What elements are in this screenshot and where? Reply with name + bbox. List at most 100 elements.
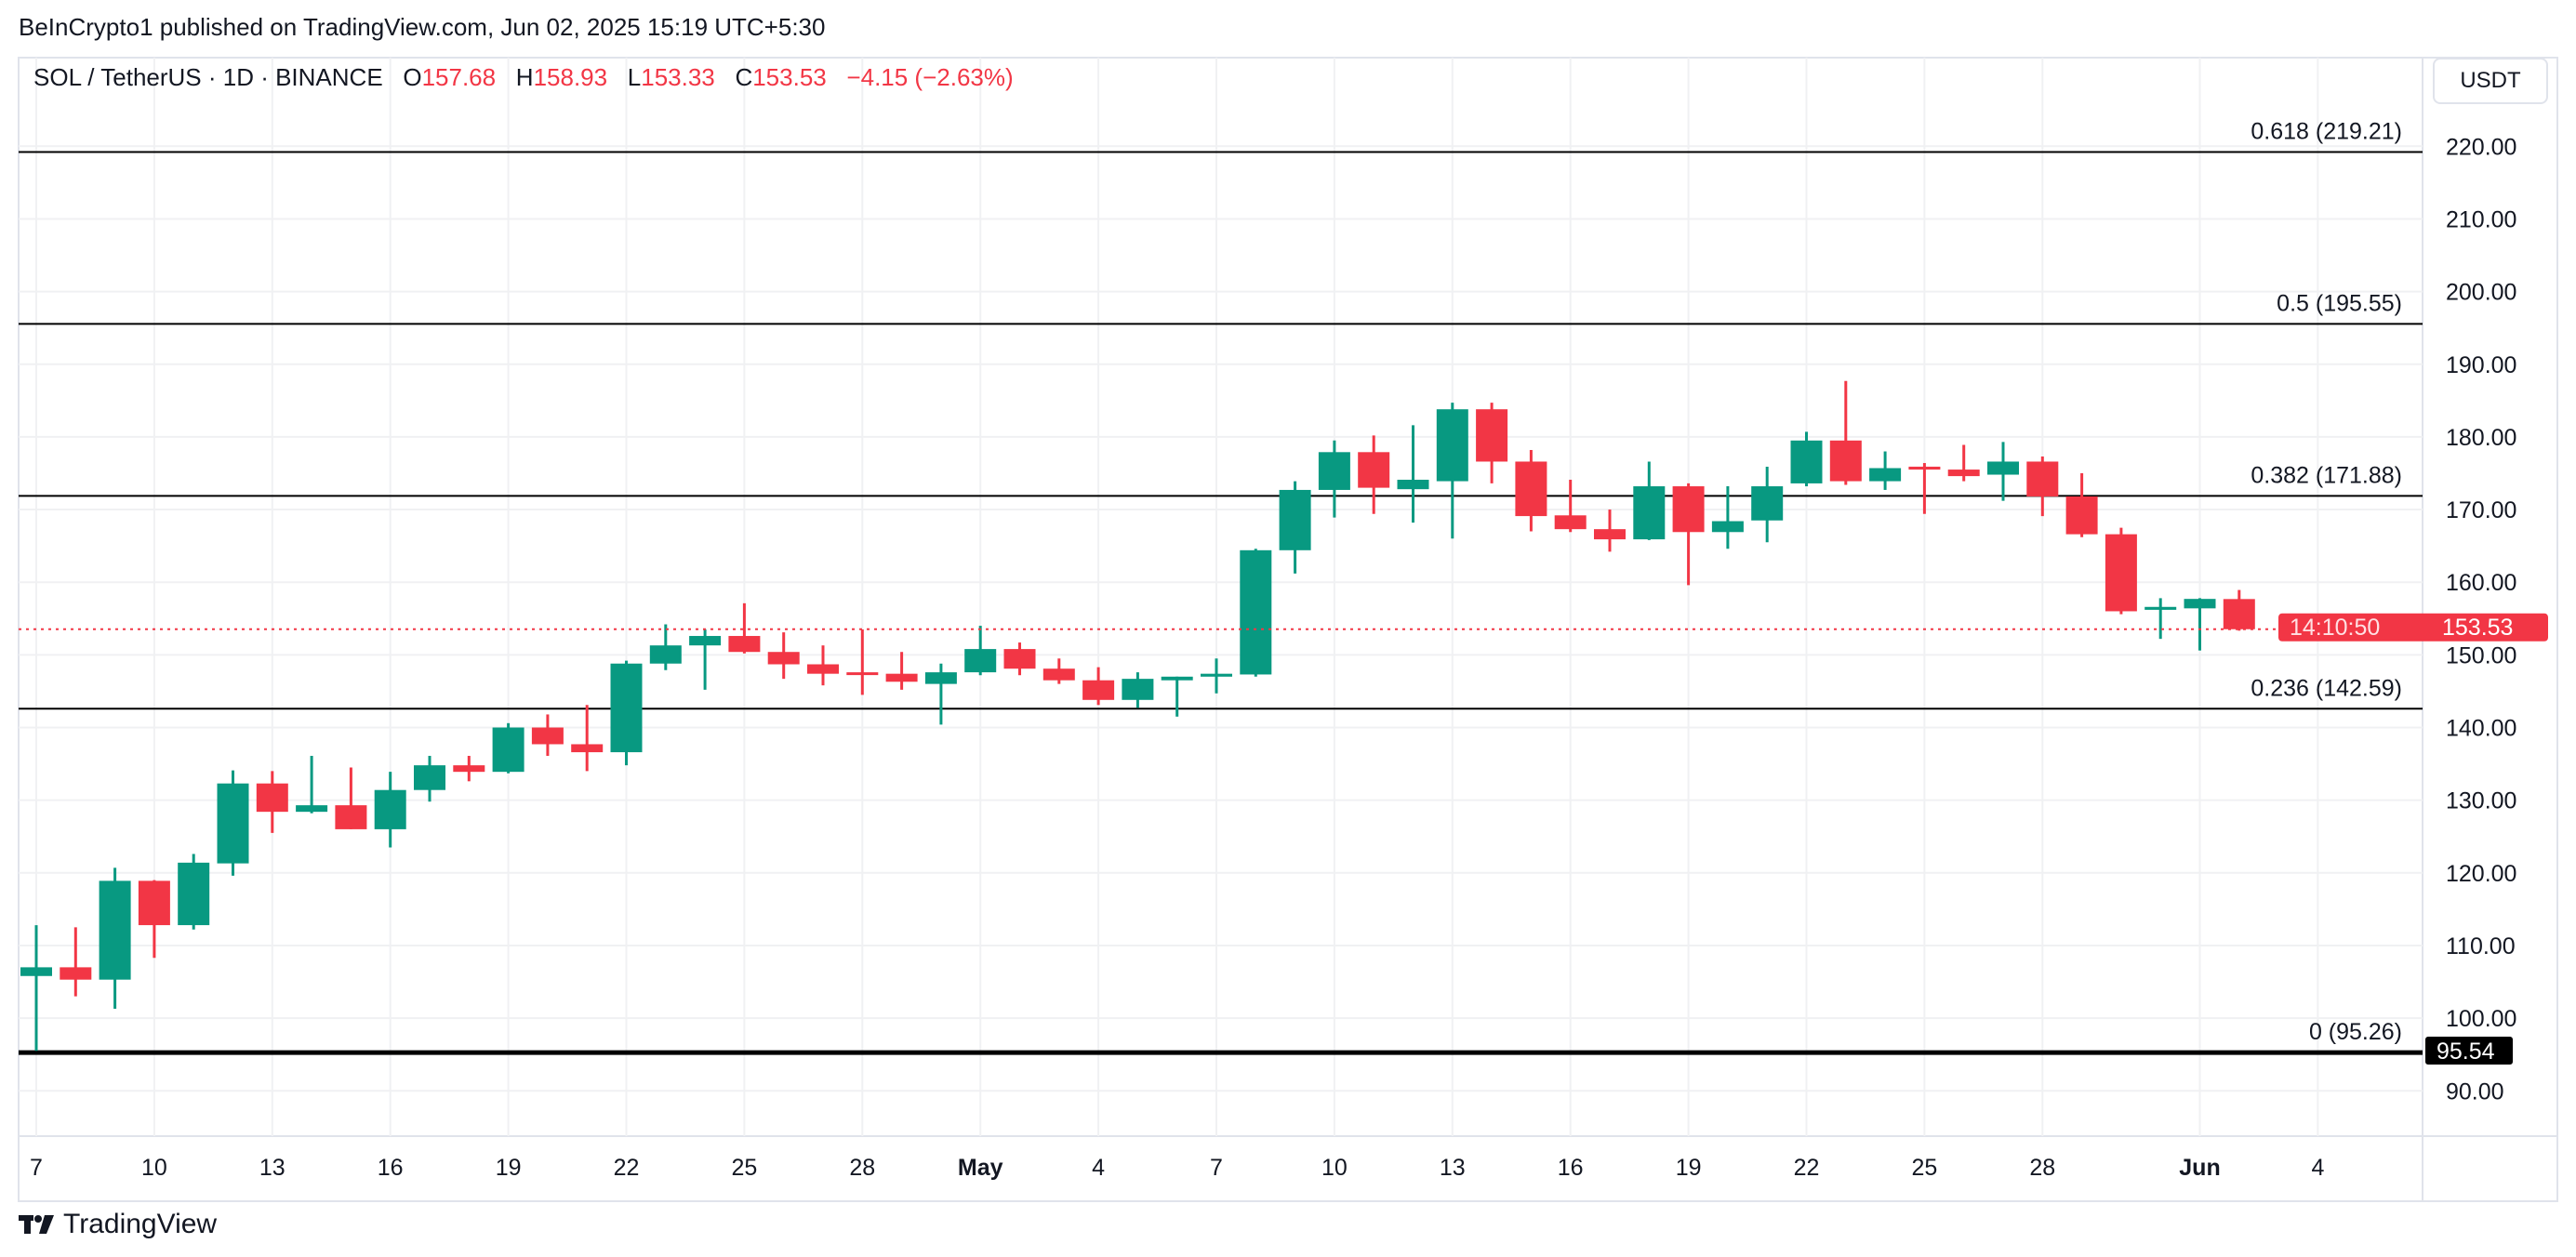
currency-button[interactable]: USDT xyxy=(2433,58,2548,104)
price-tick-label: 190.00 xyxy=(2446,352,2516,378)
candle xyxy=(1003,642,1036,676)
close-value: 153.53 xyxy=(752,63,827,91)
time-tick-label: 28 xyxy=(2029,1155,2055,1181)
open-value: 157.68 xyxy=(421,63,497,91)
candle xyxy=(374,772,406,848)
candle-body xyxy=(138,880,170,926)
candle xyxy=(1594,509,1626,552)
candle-body xyxy=(178,862,210,926)
low-value: 153.33 xyxy=(641,63,715,91)
candle xyxy=(60,927,92,997)
candle-body xyxy=(571,744,604,753)
candle xyxy=(924,663,957,725)
candle xyxy=(649,624,682,670)
last-price-badge xyxy=(2278,613,2548,642)
candle xyxy=(531,714,564,756)
candle-body xyxy=(1318,452,1350,490)
candle xyxy=(1908,463,1941,514)
candle-body xyxy=(2184,599,2216,609)
low-marker-value: 95.54 xyxy=(2437,1039,2495,1065)
ohlc-legend: SOL / TetherUS · 1D · BINANCE O157.68 H1… xyxy=(33,63,1014,92)
fib-level-label: 0.5 (195.55) xyxy=(2277,290,2402,316)
candle-body xyxy=(2223,599,2255,629)
candle xyxy=(414,755,445,802)
price-tick-label: 90.00 xyxy=(2446,1078,2504,1105)
price-tick-label: 130.00 xyxy=(2446,788,2516,814)
time-tick-label: 22 xyxy=(614,1155,640,1181)
time-tick-label: 13 xyxy=(1440,1155,1466,1181)
candle xyxy=(1122,672,1154,708)
candle xyxy=(1515,449,1547,532)
candle xyxy=(138,880,170,959)
candle xyxy=(1633,461,1666,540)
candle-body xyxy=(846,672,879,676)
candle-body xyxy=(689,636,722,646)
candle-body xyxy=(1908,466,1941,470)
price-tick-label: 210.00 xyxy=(2446,206,2516,232)
candle-body xyxy=(1869,468,1902,482)
candle-body xyxy=(1751,486,1784,521)
brand-name: TradingView xyxy=(63,1209,218,1239)
time-tick-label: 10 xyxy=(1321,1155,1348,1181)
candle xyxy=(885,652,918,690)
candle-body xyxy=(453,765,485,773)
candle xyxy=(2065,472,2098,537)
candle-body xyxy=(649,645,682,664)
candle xyxy=(256,771,288,833)
candle xyxy=(1279,481,1311,574)
price-tick-label: 160.00 xyxy=(2446,570,2516,596)
candle-body xyxy=(1397,480,1429,490)
candle xyxy=(1987,442,2019,501)
candle-body xyxy=(1042,668,1075,681)
candle-body xyxy=(1790,440,1823,483)
candle xyxy=(1397,425,1429,523)
candle-body xyxy=(1358,452,1390,488)
candle xyxy=(1790,431,1823,487)
high-label: H xyxy=(515,63,534,91)
candle xyxy=(296,755,328,814)
time-tick-label: 10 xyxy=(141,1155,167,1181)
low-marker-badge xyxy=(2425,1036,2513,1065)
candle xyxy=(1476,403,1508,483)
candle xyxy=(1751,466,1784,543)
candle xyxy=(335,767,367,829)
time-tick-label: 4 xyxy=(2311,1155,2324,1181)
time-tick-label: 25 xyxy=(731,1155,757,1181)
fib-level-label: 0.618 (219.21) xyxy=(2251,118,2402,144)
candle xyxy=(964,626,997,676)
candle xyxy=(453,755,485,782)
time-tick-label: 22 xyxy=(1794,1155,1820,1181)
fib-level-label: 0 (95.26) xyxy=(2309,1019,2402,1045)
candle xyxy=(689,628,722,690)
candle xyxy=(1201,658,1232,694)
symbol-info[interactable]: SOL / TetherUS · 1D · BINANCE xyxy=(33,63,383,91)
candle-body xyxy=(1633,486,1666,540)
tradingview-logo-icon xyxy=(19,1215,54,1234)
candle-body xyxy=(610,663,643,753)
low-label: L xyxy=(627,63,642,91)
candle-body xyxy=(1161,676,1193,681)
price-tick-label: 140.00 xyxy=(2446,716,2516,742)
time-tick-label: 28 xyxy=(849,1155,875,1181)
candle-body xyxy=(1082,680,1115,700)
candle-body xyxy=(1240,549,1272,675)
candle-body xyxy=(1672,486,1705,533)
change-value: −4.15 (−2.63%) xyxy=(846,63,1014,91)
candle-body xyxy=(1829,440,1862,482)
candle-body xyxy=(1987,461,2019,475)
candle xyxy=(99,867,131,1009)
candle-body xyxy=(1279,489,1311,550)
candle-body xyxy=(531,727,564,745)
candle-body xyxy=(414,765,445,790)
candle xyxy=(2026,456,2059,517)
candle-body xyxy=(1554,515,1587,530)
price-tick-label: 120.00 xyxy=(2446,861,2516,887)
price-tick-label: 100.00 xyxy=(2446,1006,2516,1032)
time-tick-label: Jun xyxy=(2179,1155,2220,1181)
tradingview-logo[interactable]: TradingView xyxy=(19,1209,217,1240)
fib-level-label: 0.382 (171.88) xyxy=(2251,462,2402,488)
candle xyxy=(1042,658,1075,684)
price-tick-label: 150.00 xyxy=(2446,642,2516,668)
candle xyxy=(1318,440,1350,518)
